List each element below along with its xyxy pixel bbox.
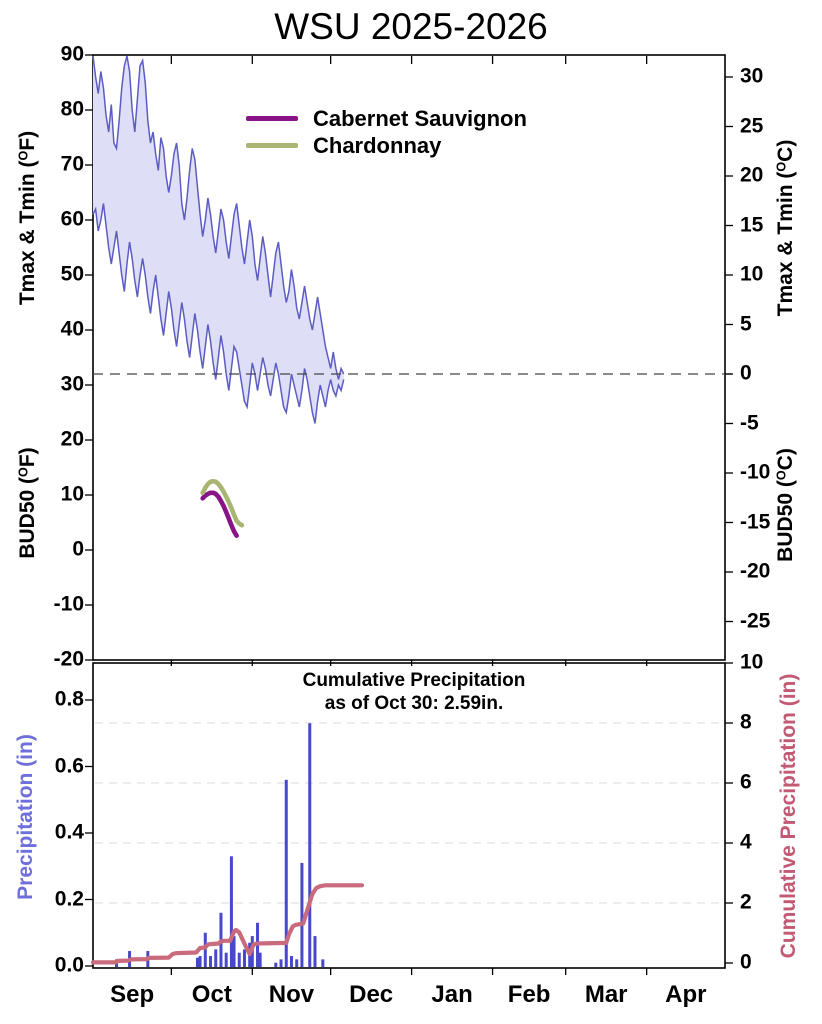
legend-item-chardonnay: Chardonnay	[246, 132, 527, 159]
precip-bar	[242, 949, 246, 967]
temp-f-tick-label: -10	[53, 592, 84, 616]
precip-bar	[232, 936, 236, 967]
precip-tick-label: 0.4	[54, 820, 84, 844]
cumulative-tick-label: 10	[740, 650, 764, 674]
temp-f-tick-label: 80	[60, 97, 84, 121]
precip-bar	[300, 862, 304, 967]
month-label-feb: Feb	[507, 981, 551, 1008]
precip-bar	[195, 957, 199, 967]
temperature-panel-frame	[92, 54, 726, 661]
temp-f-tick-label: -20	[53, 647, 84, 671]
tmax-tmin-band	[93, 55, 344, 424]
temp-c-tick-label: 25	[740, 114, 764, 138]
month-label-nov: Nov	[268, 981, 315, 1008]
precip-bar	[289, 956, 293, 967]
temp-c-tick-label: 10	[740, 262, 764, 286]
temp-c-tick-label: -25	[740, 609, 771, 633]
temp-c-tick-label: 5	[740, 312, 752, 336]
precip-bar	[224, 952, 228, 967]
chardonnay-bud50-curve	[200, 478, 245, 528]
precip-bar	[284, 779, 288, 967]
precip-bar	[229, 856, 233, 967]
temp-c-tick-label: -20	[740, 559, 771, 583]
temp-f-tick-label: 60	[60, 207, 84, 231]
legend: Cabernet Sauvignon Chardonnay	[246, 105, 527, 159]
temp-c-tick-label: 15	[740, 213, 764, 237]
precip-tick-label: 0.0	[54, 953, 84, 977]
precip-tick-label: 0.8	[54, 687, 84, 711]
temp-f-tick-label: 50	[60, 262, 84, 286]
precipitation-panel-frame	[92, 662, 726, 969]
tmin-line	[92, 203, 345, 424]
cumulative-tick-label: 8	[740, 710, 752, 734]
temp-c-tick-label: -10	[740, 460, 771, 484]
month-label-apr: Apr	[665, 981, 707, 1008]
temp-c-tick-label: 20	[740, 163, 764, 187]
month-label-mar: Mar	[584, 981, 628, 1008]
precip-tick-label: 0.6	[54, 754, 84, 778]
cumulative-precipitation-annotation: Cumulative Precipitation as of Oct 30: 2…	[303, 669, 526, 715]
temp-f-tick-label: 20	[60, 427, 84, 451]
cumulative-tick-label: 4	[740, 830, 752, 854]
precip-bar	[237, 952, 241, 967]
cumulative-tick-label: 6	[740, 770, 752, 794]
temp-f-tick-label: 30	[60, 372, 84, 396]
temp-c-tick-label: 30	[740, 64, 764, 88]
chardonnay-line-swatch	[246, 143, 298, 148]
precip-bar	[198, 956, 202, 967]
chart-title: WSU 2025-2026	[274, 6, 548, 47]
precip-bar	[258, 952, 262, 967]
month-label-oct: Oct	[191, 981, 232, 1008]
temp-f-tick-label: 10	[60, 482, 84, 506]
chardonnay-label: Chardonnay	[313, 132, 442, 158]
temp-c-tick-label: -15	[740, 510, 771, 534]
cumulative-tick-label: 2	[740, 890, 752, 914]
precip-bar	[209, 956, 213, 967]
temp-f-tick-label: 0	[72, 537, 84, 561]
precip-bar	[321, 959, 325, 967]
cumulative-precip-line	[90, 883, 365, 965]
cabernet-bud50-curve	[200, 490, 239, 539]
precip-bar	[295, 959, 299, 967]
precip-bar	[203, 932, 207, 967]
temp-f-tick-label: 40	[60, 317, 84, 341]
precip-tick-label: 0.2	[54, 887, 84, 911]
temp-c-tick-label: 0	[740, 361, 752, 385]
precip-bar	[214, 949, 218, 967]
temp-f-tick-label: 70	[60, 152, 84, 176]
cabernet-sauvignon-label: Cabernet Sauvignon	[313, 105, 527, 131]
annotation-line1: Cumulative Precipitation	[302, 670, 526, 691]
month-label-jan: Jan	[431, 981, 473, 1008]
annotation-line2: as of Oct 30: 2.59in.	[324, 693, 504, 714]
precip-bar	[313, 936, 317, 967]
month-label-sep: Sep	[110, 981, 155, 1008]
precip-bar	[308, 723, 312, 967]
tmax-line	[92, 55, 345, 380]
cumulative-tick-label: 0	[740, 950, 752, 974]
legend-item-cabernet-sauvignon: Cabernet Sauvignon	[246, 105, 527, 132]
temp-c-tick-label: -5	[740, 411, 759, 435]
precip-bar	[279, 959, 283, 967]
precip-bar	[274, 962, 278, 967]
temp-f-tick-label: 90	[60, 42, 84, 66]
month-label-dec: Dec	[349, 981, 394, 1008]
cabernet-sauvignon-line-swatch	[246, 116, 298, 121]
